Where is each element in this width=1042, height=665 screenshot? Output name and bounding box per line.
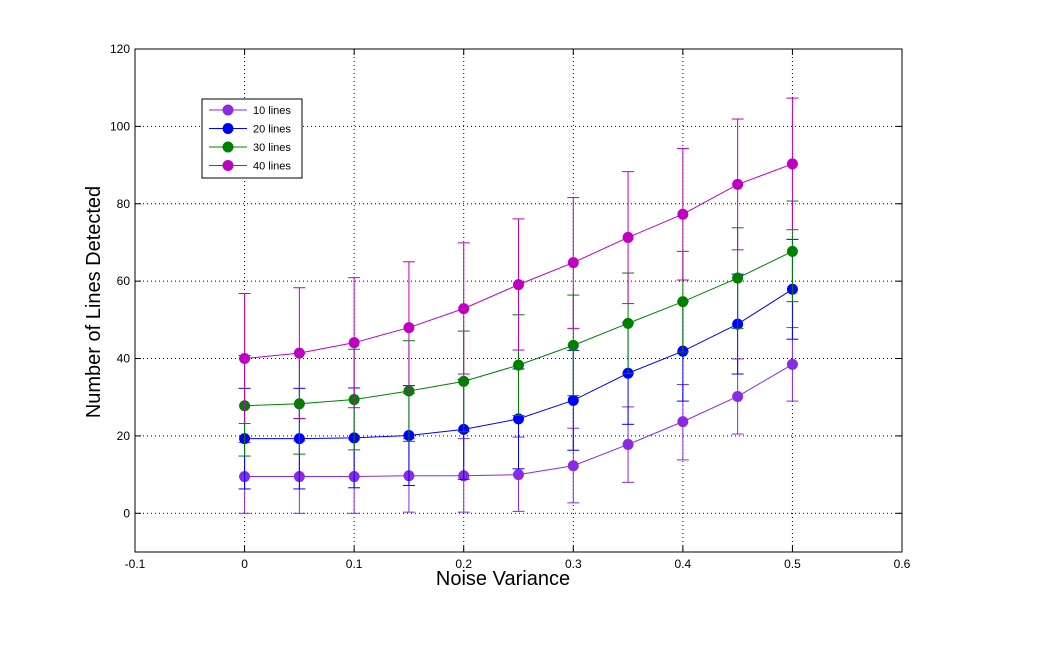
x-tick-label: 0.5: [784, 557, 801, 571]
x-axis-title: Noise Variance: [436, 568, 570, 590]
data-point: [622, 438, 634, 450]
data-point: [458, 375, 470, 387]
legend-label: 20 lines: [253, 124, 291, 136]
legend-box: [201, 98, 303, 179]
data-point: [677, 296, 689, 308]
x-tick-label: -0.1: [125, 557, 146, 571]
data-point: [622, 317, 634, 329]
y-tick-label: 40: [117, 352, 131, 366]
y-tick-label: 60: [117, 274, 131, 288]
data-point: [567, 339, 579, 351]
x-tick-label: 0: [241, 557, 248, 571]
data-point: [732, 272, 744, 284]
data-point: [513, 359, 524, 371]
data-point: [458, 303, 470, 315]
data-point: [732, 390, 744, 402]
legend-label: 10 lines: [253, 105, 291, 117]
y-tick-label: 100: [110, 119, 130, 133]
data-point: [732, 178, 744, 190]
x-tick-label: 0.2: [455, 557, 472, 571]
data-point: [786, 245, 798, 257]
data-point: [513, 469, 524, 481]
data-point: [567, 394, 579, 406]
data-point: [622, 231, 634, 243]
data-point: [786, 158, 798, 170]
legend-marker: [222, 104, 234, 116]
y-tick-label: 20: [117, 429, 131, 443]
data-point: [567, 460, 579, 472]
y-tick-label: 80: [117, 197, 131, 211]
data-point: [239, 353, 251, 365]
data-point: [677, 416, 689, 428]
legend-item: 30 lines: [209, 141, 291, 154]
data-point: [293, 347, 305, 359]
x-tick-label: 0.4: [675, 557, 692, 571]
series: [238, 97, 799, 514]
data-point: [348, 337, 360, 349]
legend-marker: [222, 123, 234, 134]
x-tick-label: 0.3: [565, 557, 582, 571]
x-tick-label: 0.6: [894, 557, 911, 571]
x-tick-label: 0.1: [346, 557, 363, 571]
y-tick-label: 0: [123, 506, 130, 520]
data-point: [677, 208, 689, 220]
legend-label: 40 lines: [253, 161, 291, 173]
legend-label: 30 lines: [253, 142, 291, 154]
legend-marker: [222, 160, 234, 171]
legend-item: 40 lines: [209, 160, 291, 173]
plot-frame: [134, 48, 903, 553]
legend-item: 20 lines: [209, 123, 291, 136]
ticks: -0.1 0 0.1 0.2 0.3 0.4 0.5 0.6 0 20 40 60 80 100 120: [110, 42, 911, 571]
y-tick-label: 120: [110, 42, 130, 56]
legend: 10 lines 20 lines 30 lines 40 lines: [201, 98, 303, 179]
data-point: [786, 358, 798, 370]
series-4: [238, 97, 799, 425]
data-point: [567, 257, 579, 269]
y-axis-title: Number of Lines Detected: [83, 186, 105, 418]
data-point: [403, 322, 415, 334]
legend-marker: [222, 141, 234, 153]
data-point: [513, 279, 524, 291]
legend-item: 10 lines: [209, 104, 291, 117]
